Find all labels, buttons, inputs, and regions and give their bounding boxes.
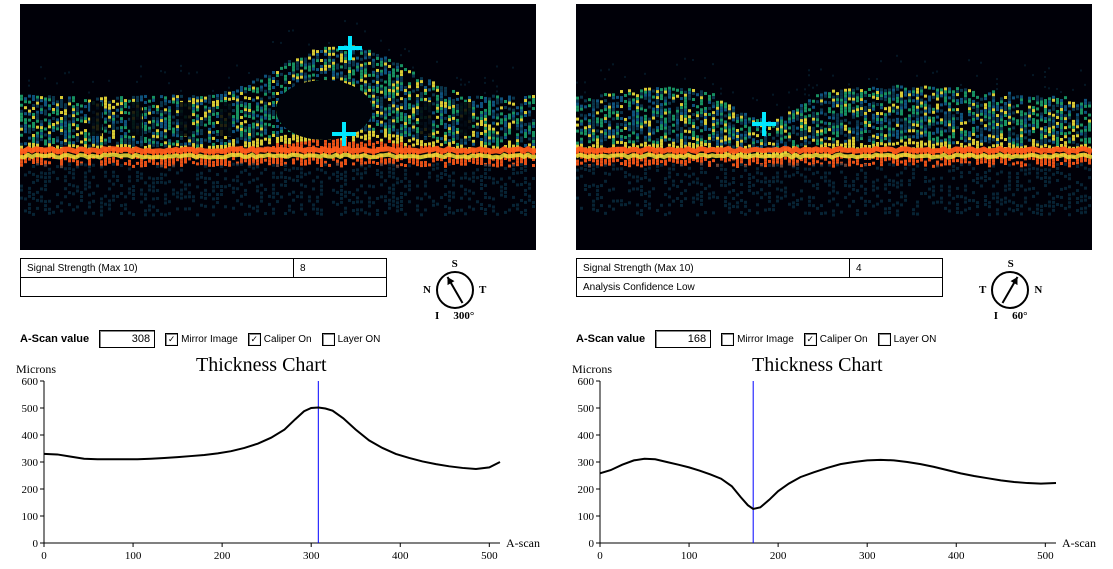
signal-strength-value: 4	[850, 259, 943, 278]
mirror-image-checkbox[interactable]: Mirror Image	[721, 333, 794, 346]
svg-text:500: 500	[22, 403, 39, 415]
svg-text:400: 400	[22, 430, 39, 442]
svg-text:0: 0	[33, 538, 39, 550]
chart-y-label: Microns	[16, 362, 56, 377]
thickness-chart: MicronsThickness Chart010020030040050060…	[566, 354, 1102, 567]
chart-y-label: Microns	[572, 362, 612, 377]
oct-bscan-image	[576, 4, 1092, 250]
layer-on-checkbox[interactable]: Layer ON	[878, 333, 937, 346]
chart-title: Thickness Chart	[752, 354, 883, 377]
svg-text:300: 300	[22, 457, 39, 469]
ascan-value-input[interactable]: 168	[655, 330, 711, 348]
controls-row: A-Scan value 168 Mirror Image ✓Caliper On La…	[576, 330, 1102, 348]
scan-angle: 60°	[1012, 310, 1027, 322]
svg-text:200: 200	[214, 550, 231, 562]
svg-text:600: 600	[22, 377, 39, 388]
orientation-compass: SNTI300°	[423, 258, 486, 322]
mirror-image-checkbox[interactable]: ✓Mirror Image	[165, 333, 238, 346]
signal-info-table: Signal Strength (Max 10)4Analysis Confid…	[576, 258, 943, 297]
ascan-label: A-Scan value	[20, 333, 89, 345]
analysis-confidence: Analysis Confidence Low	[577, 278, 943, 297]
chart-title: Thickness Chart	[196, 354, 327, 377]
caliper-on-checkbox[interactable]: ✓Caliper On	[804, 333, 868, 346]
svg-text:300: 300	[303, 550, 320, 562]
svg-text:0: 0	[41, 550, 47, 562]
scan-angle: 300°	[453, 310, 474, 322]
ascan-value-input[interactable]: 308	[99, 330, 155, 348]
thickness-chart: Microns Thickness Chart 0 100 200 300 400 500 60…	[10, 354, 546, 567]
svg-text:100: 100	[125, 550, 142, 562]
oct-image-wrap	[20, 4, 536, 250]
thickness-trace	[600, 459, 1056, 509]
signal-info-table: Signal Strength (Max 10)8	[20, 258, 387, 297]
svg-text:400: 400	[392, 550, 409, 562]
signal-strength-label: Signal Strength (Max 10)	[577, 259, 850, 278]
caliper-on-checkbox[interactable]: ✓Caliper On	[248, 333, 312, 346]
layer-on-checkbox[interactable]: Layer ON	[322, 333, 381, 346]
orientation-compass: STNI60°	[979, 258, 1042, 322]
signal-strength-value: 8	[294, 259, 387, 278]
svg-text:100: 100	[22, 511, 39, 523]
chart-x-label: A-scan	[1062, 536, 1096, 550]
scan-panel-right: Signal Strength (Max 10)4Analysis Confid…	[556, 0, 1112, 567]
svg-text:200: 200	[22, 484, 39, 496]
thickness-trace	[44, 407, 500, 469]
chart-x-label: A-scan	[506, 536, 540, 550]
scan-panel-left: Signal Strength (Max 10)8 SNTI300° A-Scan …	[0, 0, 556, 567]
signal-strength-label: Signal Strength (Max 10)	[21, 259, 294, 278]
oct-image-wrap	[576, 4, 1092, 250]
controls-row: A-Scan value 308 ✓Mirror Image ✓Caliper On L…	[20, 330, 546, 348]
oct-bscan-image	[20, 4, 536, 250]
ascan-label: A-Scan value	[576, 333, 645, 345]
svg-text:500: 500	[481, 550, 498, 562]
